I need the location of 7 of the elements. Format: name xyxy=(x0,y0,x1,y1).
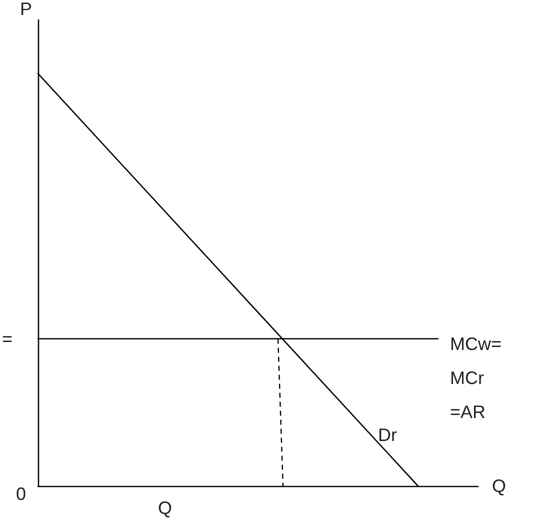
y-axis-title: P xyxy=(20,0,32,19)
text: = xyxy=(2,328,13,349)
series-label: Dr xyxy=(378,425,397,445)
series-label: MCw= MCr =AR xyxy=(450,334,502,422)
text: Q xyxy=(158,498,172,518)
text: 0 xyxy=(16,484,26,504)
x-axis-title: Q xyxy=(492,476,506,496)
